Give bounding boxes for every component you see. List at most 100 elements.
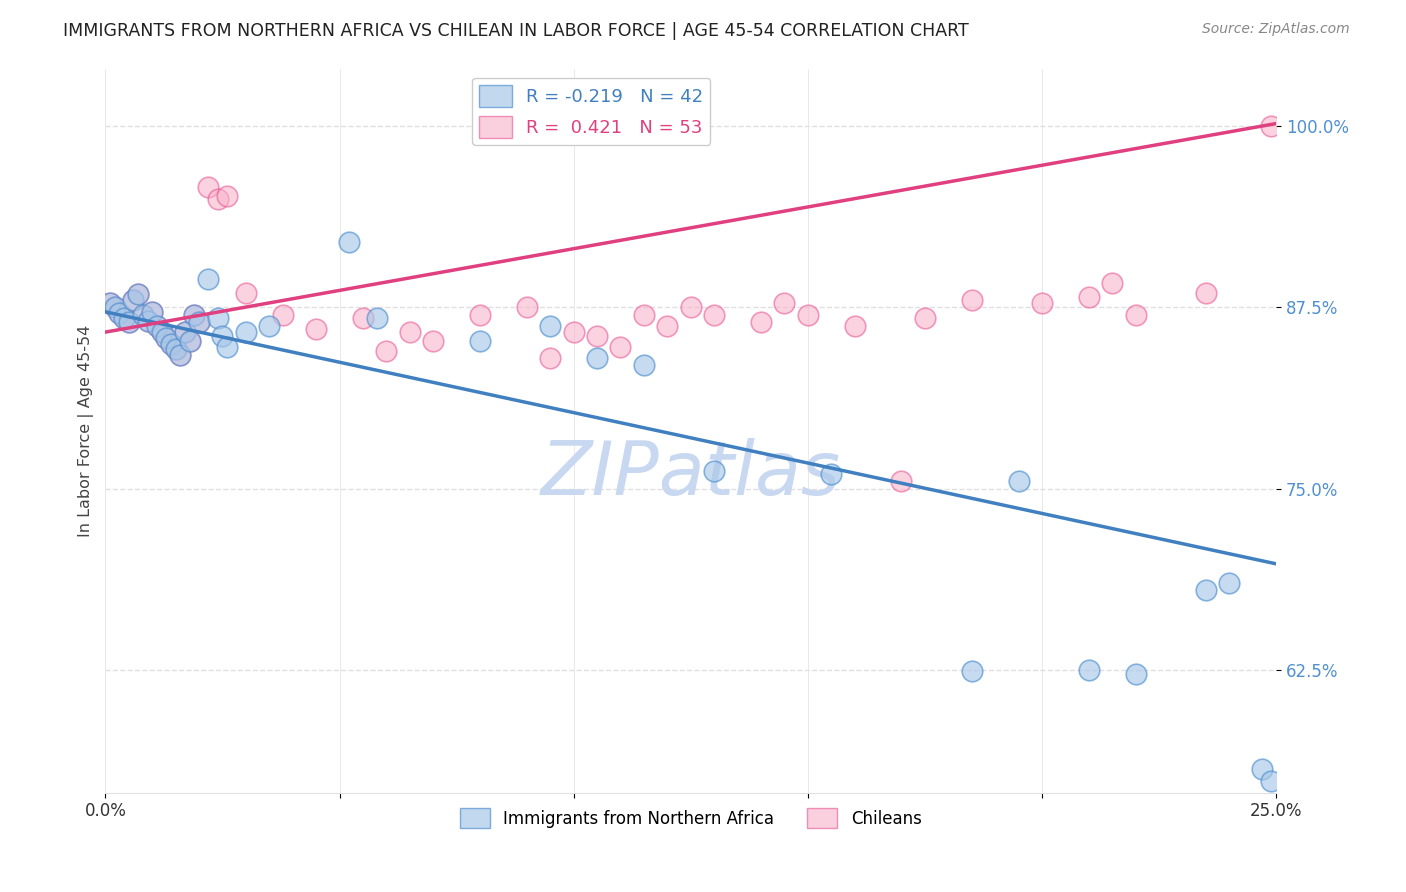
- Point: [217, 189, 239, 203]
- Point: [160, 336, 183, 351]
- Point: [160, 336, 183, 351]
- Point: [1125, 666, 1147, 681]
- Point: [127, 287, 149, 301]
- Point: [820, 467, 842, 481]
- Point: [422, 334, 444, 348]
- Point: [749, 315, 772, 329]
- Point: [562, 325, 585, 339]
- Point: [217, 340, 239, 354]
- Point: [136, 313, 159, 327]
- Point: [118, 315, 141, 329]
- Point: [468, 308, 491, 322]
- Point: [773, 296, 796, 310]
- Point: [108, 306, 131, 320]
- Point: [150, 325, 173, 339]
- Point: [586, 351, 609, 366]
- Point: [259, 319, 281, 334]
- Point: [1260, 774, 1282, 789]
- Point: [188, 315, 211, 329]
- Point: [516, 301, 538, 315]
- Point: [398, 325, 420, 339]
- Point: [890, 475, 912, 489]
- Point: [136, 313, 159, 327]
- Point: [366, 310, 388, 325]
- Point: [273, 308, 295, 322]
- Point: [188, 315, 211, 329]
- Point: [122, 293, 145, 308]
- Point: [1195, 285, 1218, 300]
- Point: [122, 293, 145, 308]
- Point: [1031, 296, 1053, 310]
- Point: [657, 319, 679, 334]
- Point: [609, 340, 631, 354]
- Point: [127, 287, 149, 301]
- Point: [1260, 120, 1282, 134]
- Point: [305, 322, 328, 336]
- Point: [538, 351, 561, 366]
- Text: ZIPatlas: ZIPatlas: [541, 438, 841, 510]
- Point: [174, 325, 197, 339]
- Point: [1007, 475, 1029, 489]
- Point: [197, 180, 219, 194]
- Point: [960, 664, 983, 678]
- Point: [633, 308, 655, 322]
- Point: [169, 348, 191, 362]
- Point: [235, 325, 257, 339]
- Point: [174, 325, 197, 339]
- Point: [235, 285, 257, 300]
- Point: [141, 305, 163, 319]
- Point: [1101, 276, 1123, 290]
- Point: [104, 301, 127, 315]
- Point: [207, 192, 229, 206]
- Point: [352, 310, 374, 325]
- Point: [118, 315, 141, 329]
- Point: [586, 329, 609, 343]
- Point: [633, 359, 655, 373]
- Point: [165, 343, 187, 357]
- Point: [141, 305, 163, 319]
- Point: [169, 348, 191, 362]
- Point: [703, 308, 725, 322]
- Point: [150, 325, 173, 339]
- Point: [844, 319, 866, 334]
- Point: [538, 319, 561, 334]
- Point: [703, 464, 725, 478]
- Point: [1125, 308, 1147, 322]
- Point: [108, 306, 131, 320]
- Point: [679, 301, 702, 315]
- Point: [1218, 575, 1240, 590]
- Legend: Immigrants from Northern Africa, Chileans: Immigrants from Northern Africa, Chilean…: [453, 801, 928, 835]
- Point: [1077, 663, 1099, 677]
- Point: [104, 301, 127, 315]
- Point: [155, 331, 177, 345]
- Point: [207, 310, 229, 325]
- Point: [146, 319, 169, 334]
- Point: [179, 334, 201, 348]
- Point: [165, 343, 187, 357]
- Point: [1251, 763, 1274, 777]
- Point: [1077, 290, 1099, 304]
- Point: [132, 308, 155, 322]
- Point: [183, 308, 205, 322]
- Point: [960, 293, 983, 308]
- Point: [179, 334, 201, 348]
- Point: [112, 310, 135, 325]
- Point: [155, 331, 177, 345]
- Point: [98, 296, 121, 310]
- Point: [132, 308, 155, 322]
- Point: [197, 271, 219, 285]
- Point: [146, 319, 169, 334]
- Point: [375, 343, 398, 358]
- Y-axis label: In Labor Force | Age 45-54: In Labor Force | Age 45-54: [79, 325, 94, 537]
- Point: [914, 310, 936, 325]
- Point: [98, 296, 121, 310]
- Text: Source: ZipAtlas.com: Source: ZipAtlas.com: [1202, 22, 1350, 37]
- Point: [1195, 582, 1218, 597]
- Text: IMMIGRANTS FROM NORTHERN AFRICA VS CHILEAN IN LABOR FORCE | AGE 45-54 CORRELATIO: IMMIGRANTS FROM NORTHERN AFRICA VS CHILE…: [63, 22, 969, 40]
- Point: [183, 308, 205, 322]
- Point: [112, 310, 135, 325]
- Point: [797, 308, 820, 322]
- Point: [211, 329, 233, 343]
- Point: [337, 235, 360, 250]
- Point: [468, 334, 491, 348]
